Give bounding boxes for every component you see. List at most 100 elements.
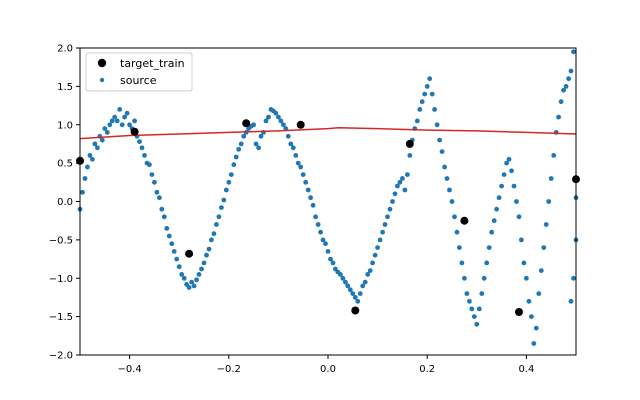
prediction-line [79, 127, 577, 140]
source-point [442, 164, 447, 170]
source-point [400, 176, 405, 181]
source-point [506, 156, 512, 162]
source-point [87, 153, 93, 158]
source-point [561, 87, 566, 93]
x-tick-label: −0.2 [217, 364, 241, 375]
source-point [313, 214, 318, 220]
source-point [161, 214, 167, 220]
x-tick-label: −0.4 [117, 364, 141, 375]
source-point [484, 260, 490, 266]
source-point [298, 164, 304, 170]
source-point [204, 252, 209, 258]
source-point [320, 237, 326, 243]
source-point [295, 160, 301, 166]
source-point [194, 277, 200, 283]
source-point [501, 172, 507, 178]
source-point [109, 118, 115, 124]
source-point [236, 146, 242, 152]
source-point [147, 162, 152, 168]
source-point [154, 189, 160, 195]
source-point [459, 260, 465, 266]
source-point [216, 214, 222, 220]
source-point [206, 246, 212, 252]
source-point [514, 199, 519, 204]
source-point [211, 231, 217, 237]
source-point [479, 291, 485, 296]
source-point [519, 237, 524, 243]
source-point [137, 139, 142, 145]
source-point [504, 160, 509, 166]
source-point [563, 84, 569, 89]
source-point [427, 76, 433, 82]
source-point [238, 141, 244, 147]
source-point [191, 283, 197, 289]
source-point [169, 241, 175, 247]
target-train-point [351, 306, 360, 315]
source-point [434, 122, 440, 128]
source-point [536, 291, 542, 296]
source-point [258, 133, 264, 139]
source-point [308, 195, 313, 201]
source-point [464, 291, 470, 296]
source-point [219, 205, 224, 211]
target-train-point [405, 139, 414, 148]
source-point [571, 275, 576, 281]
source-point [457, 245, 462, 251]
source-point [397, 179, 403, 185]
source-point [365, 272, 371, 277]
legend-marker-target-train [97, 58, 107, 68]
source-point [132, 118, 138, 124]
source-point [494, 206, 499, 212]
source-point [526, 298, 532, 304]
source-point [152, 179, 157, 185]
x-tick-label: 0.2 [419, 364, 435, 375]
source-point [481, 275, 487, 281]
source-point [439, 149, 445, 155]
y-axis: −2.0 −1.5 −1.0 −0.5 0.0 0.5 1.0 1.5 2.0 [49, 44, 80, 362]
source-point [452, 214, 457, 220]
source-point [338, 272, 343, 277]
y-tick-label: 1.0 [57, 120, 73, 131]
source-point [181, 275, 187, 281]
source-point [226, 179, 232, 185]
source-point [541, 245, 547, 251]
source-point [521, 260, 527, 266]
source-point [352, 295, 358, 300]
source-point [432, 107, 437, 112]
source-point [99, 137, 105, 143]
source-point [323, 241, 328, 247]
source-point [119, 122, 125, 128]
source-point [447, 187, 452, 193]
source-point [419, 99, 425, 105]
source-point [387, 206, 393, 212]
source-point [253, 141, 259, 147]
source-series [77, 49, 579, 346]
source-point [462, 275, 467, 281]
legend-box [85, 52, 193, 92]
source-point [276, 114, 281, 120]
y-tick-label: 0.5 [57, 159, 73, 170]
source-point [467, 298, 472, 304]
source-point [489, 229, 495, 235]
source-point [92, 141, 98, 147]
source-point [281, 122, 286, 128]
source-point [372, 252, 378, 258]
source-point [196, 272, 202, 277]
target-train-point [296, 120, 305, 129]
source-point [556, 114, 561, 120]
source-point [551, 153, 557, 158]
source-point [159, 206, 165, 212]
source-point [166, 233, 172, 239]
source-point [444, 176, 450, 181]
source-point [417, 107, 423, 112]
source-point [437, 137, 442, 143]
x-tick-label: 0.4 [518, 364, 534, 375]
y-tick-label: 1.5 [57, 82, 73, 93]
source-point [214, 222, 219, 227]
source-point [251, 122, 256, 128]
source-point [256, 145, 261, 151]
source-point [491, 218, 497, 224]
source-point [290, 145, 296, 151]
source-point [293, 153, 299, 158]
